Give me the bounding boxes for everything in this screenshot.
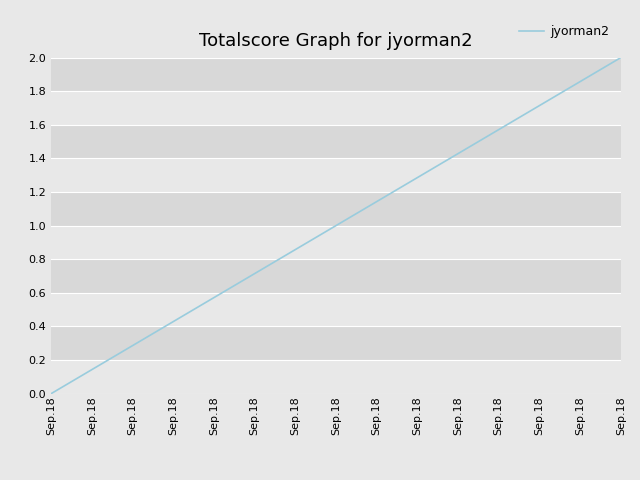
jyorman2 bbox=[514, 115, 522, 121]
jyorman2 bbox=[604, 63, 611, 69]
Bar bbox=[51, 360, 621, 394]
Bar bbox=[51, 125, 621, 158]
Legend: jyorman2: jyorman2 bbox=[515, 20, 614, 43]
Bar bbox=[51, 326, 621, 360]
jyorman2 bbox=[47, 391, 55, 396]
jyorman2 bbox=[318, 231, 326, 237]
Bar bbox=[51, 192, 621, 226]
jyorman2 bbox=[321, 229, 329, 235]
Line: jyorman2: jyorman2 bbox=[51, 58, 621, 394]
jyorman2 bbox=[617, 55, 625, 60]
Title: Totalscore Graph for jyorman2: Totalscore Graph for jyorman2 bbox=[199, 33, 473, 50]
jyorman2 bbox=[387, 191, 394, 196]
jyorman2 bbox=[356, 209, 364, 215]
Bar bbox=[51, 293, 621, 326]
Bar bbox=[51, 226, 621, 259]
Bar bbox=[51, 158, 621, 192]
Bar bbox=[51, 259, 621, 293]
Bar bbox=[51, 91, 621, 125]
Bar bbox=[51, 58, 621, 91]
